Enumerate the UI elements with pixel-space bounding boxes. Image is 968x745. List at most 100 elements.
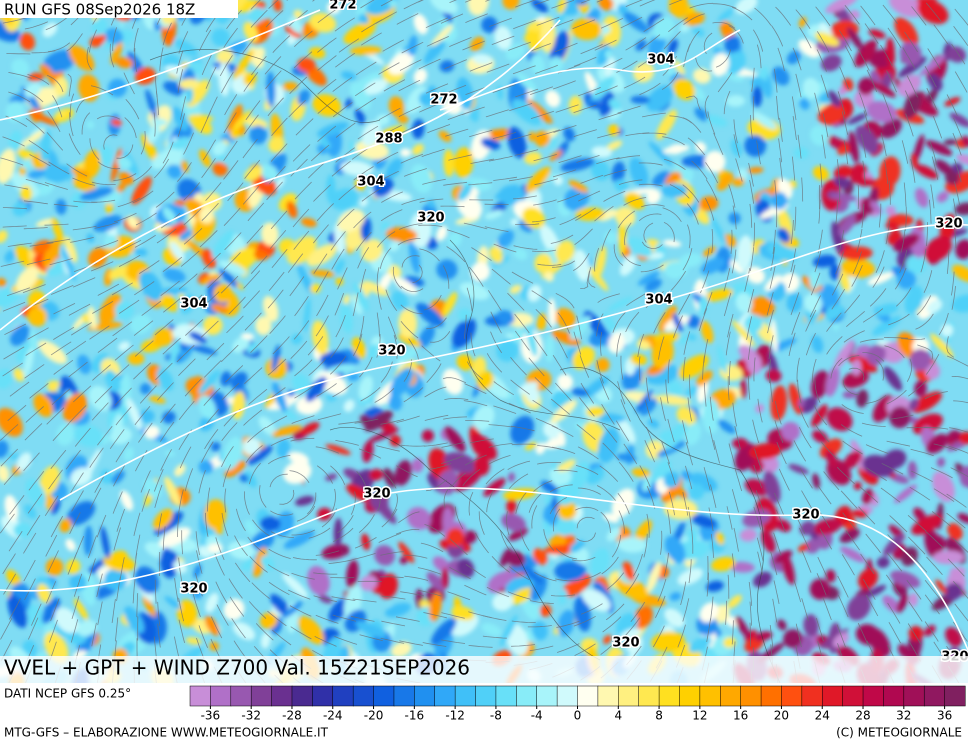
streamline [330,465,346,485]
field-cell [781,552,795,585]
streamline [553,125,577,133]
field-cell [406,86,427,114]
field-cell [882,595,901,613]
streamline [423,294,442,311]
field-cell [83,448,101,481]
field-cell [646,189,661,205]
field-cell [79,187,114,201]
streamline [620,16,643,29]
streamline [465,13,488,23]
colorbar-swatch [414,685,436,707]
streamline [617,381,626,405]
field-cell [573,249,590,282]
run-label: RUN GFS 08Sep2026 18Z [4,1,195,19]
streamline [600,18,624,29]
streamline [357,125,379,140]
streamline [946,493,967,508]
streamline [289,605,312,617]
streamline [557,312,570,334]
streamline [706,618,711,642]
streamline [397,238,421,246]
field-cell [443,149,455,177]
streamline [532,399,554,414]
streamline [603,190,626,202]
streamline [427,463,452,470]
streamline [537,462,562,465]
streamline [866,467,887,481]
field-cell [472,53,493,65]
streamline [663,31,681,50]
streamline [662,136,685,146]
streamline [734,426,741,450]
streamline [529,645,554,652]
colorbar-swatch [210,685,232,707]
streamline [398,511,420,524]
field-cell [456,77,474,111]
streamline [529,600,554,604]
field-cell [418,325,436,348]
streamline [380,551,405,556]
streamline [312,224,329,244]
streamline [626,292,647,307]
field-cell [562,574,592,598]
field-cell [484,209,503,220]
colorbar-tick-label: -16 [405,709,425,723]
field-cell [375,114,390,126]
field-cell [241,333,255,340]
streamline [269,315,286,334]
streamline [660,397,666,421]
streamline [113,212,137,223]
field-cell [162,411,176,424]
field-cell [499,614,518,647]
streamline [707,111,716,135]
streamline [772,229,776,254]
field-cell [255,316,272,336]
streamline [596,313,604,337]
streamline [179,446,192,469]
streamline [826,312,842,332]
streamline [908,536,926,555]
streamline [711,228,714,254]
streamline [294,384,315,399]
field-cell [631,468,651,478]
streamline [515,223,540,226]
streamline [555,104,579,113]
field-cell [43,50,76,73]
streamline [710,484,717,508]
streamline [418,58,441,70]
streamline [204,360,222,378]
streamline [795,9,811,30]
streamline [270,510,294,516]
field-cell [246,343,259,354]
streamline [662,207,682,223]
colorbar-tick-label: -4 [531,709,543,723]
streamline [717,72,733,93]
field-cell [855,125,879,154]
streamline [492,84,516,93]
field-cell [407,507,431,530]
streamline [471,247,492,261]
streamline [317,55,337,71]
streamline [580,174,604,184]
streamline [769,625,774,649]
streamline [380,418,405,425]
streamline [294,295,309,317]
field-cell [0,148,16,184]
field-cell [229,128,240,139]
streamline [954,181,960,205]
streamline [887,27,902,49]
field-cell [679,253,702,268]
streamline [52,422,70,442]
streamline [725,600,727,625]
streamline [602,616,622,633]
field-cell [591,146,612,158]
streamline [400,304,423,315]
streamline [160,280,180,297]
streamline [617,105,641,114]
streamline [250,0,261,10]
field-cell [410,164,432,194]
field-cell [253,250,269,261]
streamline [214,553,225,576]
field-cell [798,16,807,28]
streamline [810,272,821,296]
